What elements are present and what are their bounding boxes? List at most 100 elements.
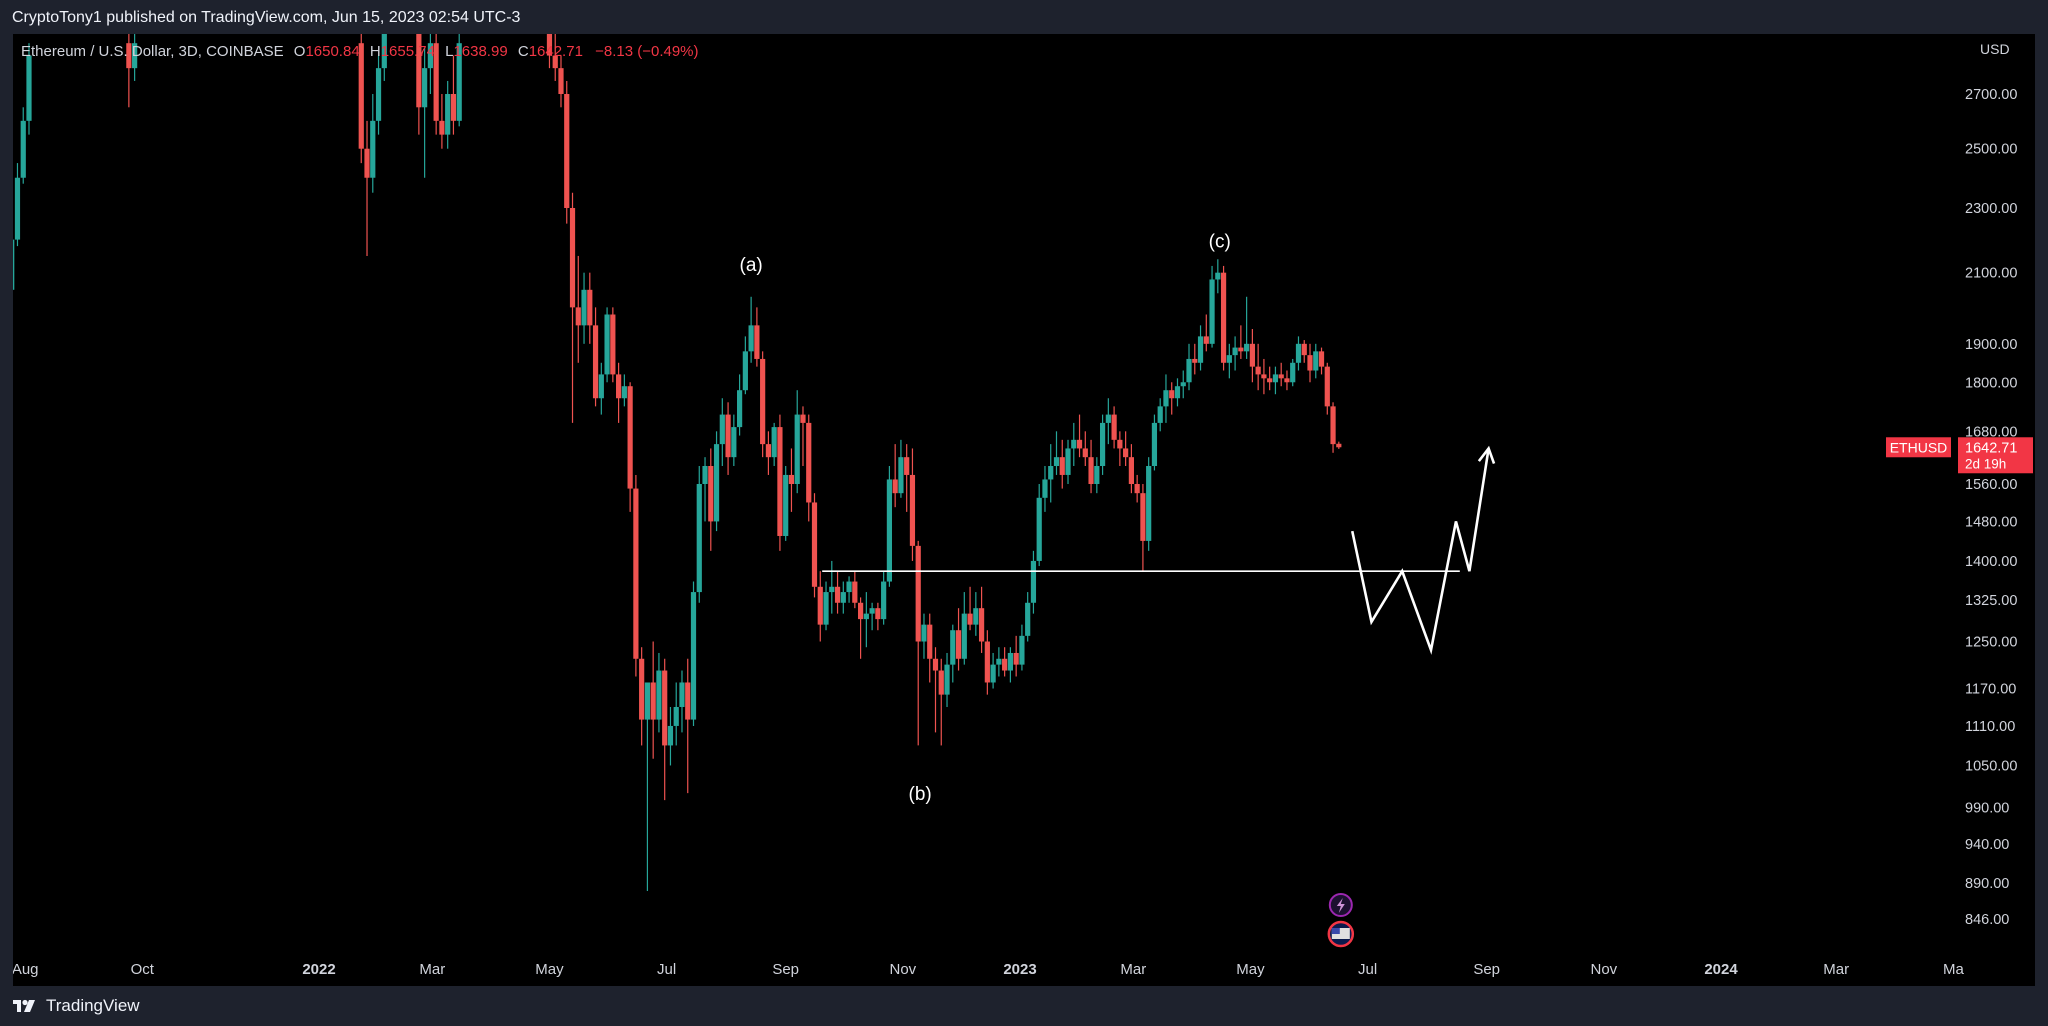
candle-body xyxy=(1203,336,1209,344)
candle-body xyxy=(364,148,370,178)
price-tick-label: 1250.00 xyxy=(1965,635,2017,651)
candle-body xyxy=(656,670,662,720)
candle-body xyxy=(990,664,996,683)
candle xyxy=(662,658,668,801)
candle xyxy=(1163,374,1169,423)
candle-body xyxy=(904,457,910,475)
candle-body xyxy=(673,706,679,726)
tradingview-logo[interactable]: TradingView xyxy=(12,996,140,1016)
candle xyxy=(422,48,428,178)
candle-body xyxy=(1007,652,1013,671)
candle xyxy=(927,613,933,683)
candle xyxy=(1169,382,1175,415)
candle xyxy=(932,647,939,733)
candle xyxy=(1099,414,1106,475)
time-axis: Aug Oct 2022 Mar May Jul Sep Nov 2023 Mar May Jul Se… xyxy=(13,961,1964,978)
candle xyxy=(1157,398,1163,432)
candle xyxy=(840,581,846,614)
candle-body xyxy=(427,43,433,69)
last-price-countdown: 2d 19h xyxy=(1965,456,2006,471)
price-tick-label: 2300.00 xyxy=(1965,201,2017,217)
candle-body xyxy=(1197,336,1204,363)
candle xyxy=(1025,592,1031,642)
candle xyxy=(633,474,639,677)
candle-body xyxy=(639,658,645,720)
price-tick-label: 1400.00 xyxy=(1965,554,2017,570)
candle xyxy=(1284,370,1290,391)
candle xyxy=(587,272,593,344)
candle-body xyxy=(915,545,921,642)
candle xyxy=(685,658,691,794)
candle xyxy=(1203,314,1209,352)
candle xyxy=(892,444,898,508)
candle-body xyxy=(1157,406,1163,423)
candle xyxy=(1324,362,1330,415)
candle-body xyxy=(13,239,15,290)
candle-body xyxy=(679,682,685,707)
candle xyxy=(817,571,823,642)
candle xyxy=(1036,484,1042,567)
candle xyxy=(126,34,132,108)
candle xyxy=(1290,358,1296,387)
candle xyxy=(909,448,916,561)
candle xyxy=(1336,441,1342,449)
candle xyxy=(1002,647,1008,677)
candle-body xyxy=(938,670,944,695)
candle-body xyxy=(616,374,622,399)
candle-body xyxy=(978,608,985,642)
legend-low-label: L xyxy=(445,43,454,60)
candle xyxy=(1255,343,1261,391)
drawings-layer: (a) (b) (c) xyxy=(740,232,1496,805)
candle xyxy=(1140,484,1146,572)
price-chart[interactable]: (a) (b) (c) USD 846.00 890.00 940.00 990.00 105… xyxy=(13,34,2035,986)
price-tick-label: 890.00 xyxy=(1965,876,2009,892)
candle xyxy=(364,120,370,256)
price-tick-label: 846.00 xyxy=(1965,912,2009,928)
candle-body xyxy=(433,43,439,121)
candle xyxy=(898,439,904,498)
candle xyxy=(731,414,737,467)
candle-body xyxy=(610,314,616,375)
candle xyxy=(375,55,382,135)
candle-body xyxy=(1174,386,1181,399)
candle-body xyxy=(886,479,893,582)
candle-body xyxy=(1272,374,1279,383)
candle xyxy=(592,307,599,407)
candle-body xyxy=(1065,448,1071,475)
candle xyxy=(737,374,743,436)
candle-body xyxy=(370,120,376,178)
candle-body xyxy=(875,608,881,620)
candle xyxy=(863,592,869,648)
candle xyxy=(990,652,996,689)
candle-body xyxy=(1128,457,1134,485)
last-price-value: 1642.71 xyxy=(1965,440,2017,456)
candle xyxy=(26,43,32,135)
candle xyxy=(719,398,725,467)
price-tick-label: 1110.00 xyxy=(1965,719,2015,735)
time-tick-label: May xyxy=(535,961,564,978)
price-tick-label: 1800.00 xyxy=(1965,375,2017,391)
candle-body xyxy=(1019,635,1025,665)
legend-change: −8.13 (−0.49%) xyxy=(595,43,699,60)
candle-body xyxy=(592,325,599,399)
candle xyxy=(1123,431,1129,467)
last-price-tag xyxy=(1958,437,2033,474)
time-tick-label: 2023 xyxy=(1003,961,1036,978)
candle-body xyxy=(1048,466,1054,480)
candle-body xyxy=(1169,390,1175,399)
candle xyxy=(961,592,967,665)
price-axis-unit: USD xyxy=(1980,41,2010,57)
candle-body xyxy=(817,586,823,625)
publisher-info: CryptoTony1 published on TradingView.com… xyxy=(12,9,521,26)
candle xyxy=(967,586,973,631)
candle-body xyxy=(358,43,364,149)
candle xyxy=(1117,431,1123,467)
candle-body xyxy=(1307,355,1313,371)
price-tick-label: 1680.00 xyxy=(1965,424,2017,440)
candle-body xyxy=(627,386,633,489)
candle xyxy=(955,608,962,671)
candle xyxy=(1192,343,1198,375)
candle-body xyxy=(667,725,674,746)
candle xyxy=(765,431,772,475)
chart-area[interactable]: (a) (b) (c) USD 846.00 890.00 940.00 990.00 105… xyxy=(13,34,2035,986)
